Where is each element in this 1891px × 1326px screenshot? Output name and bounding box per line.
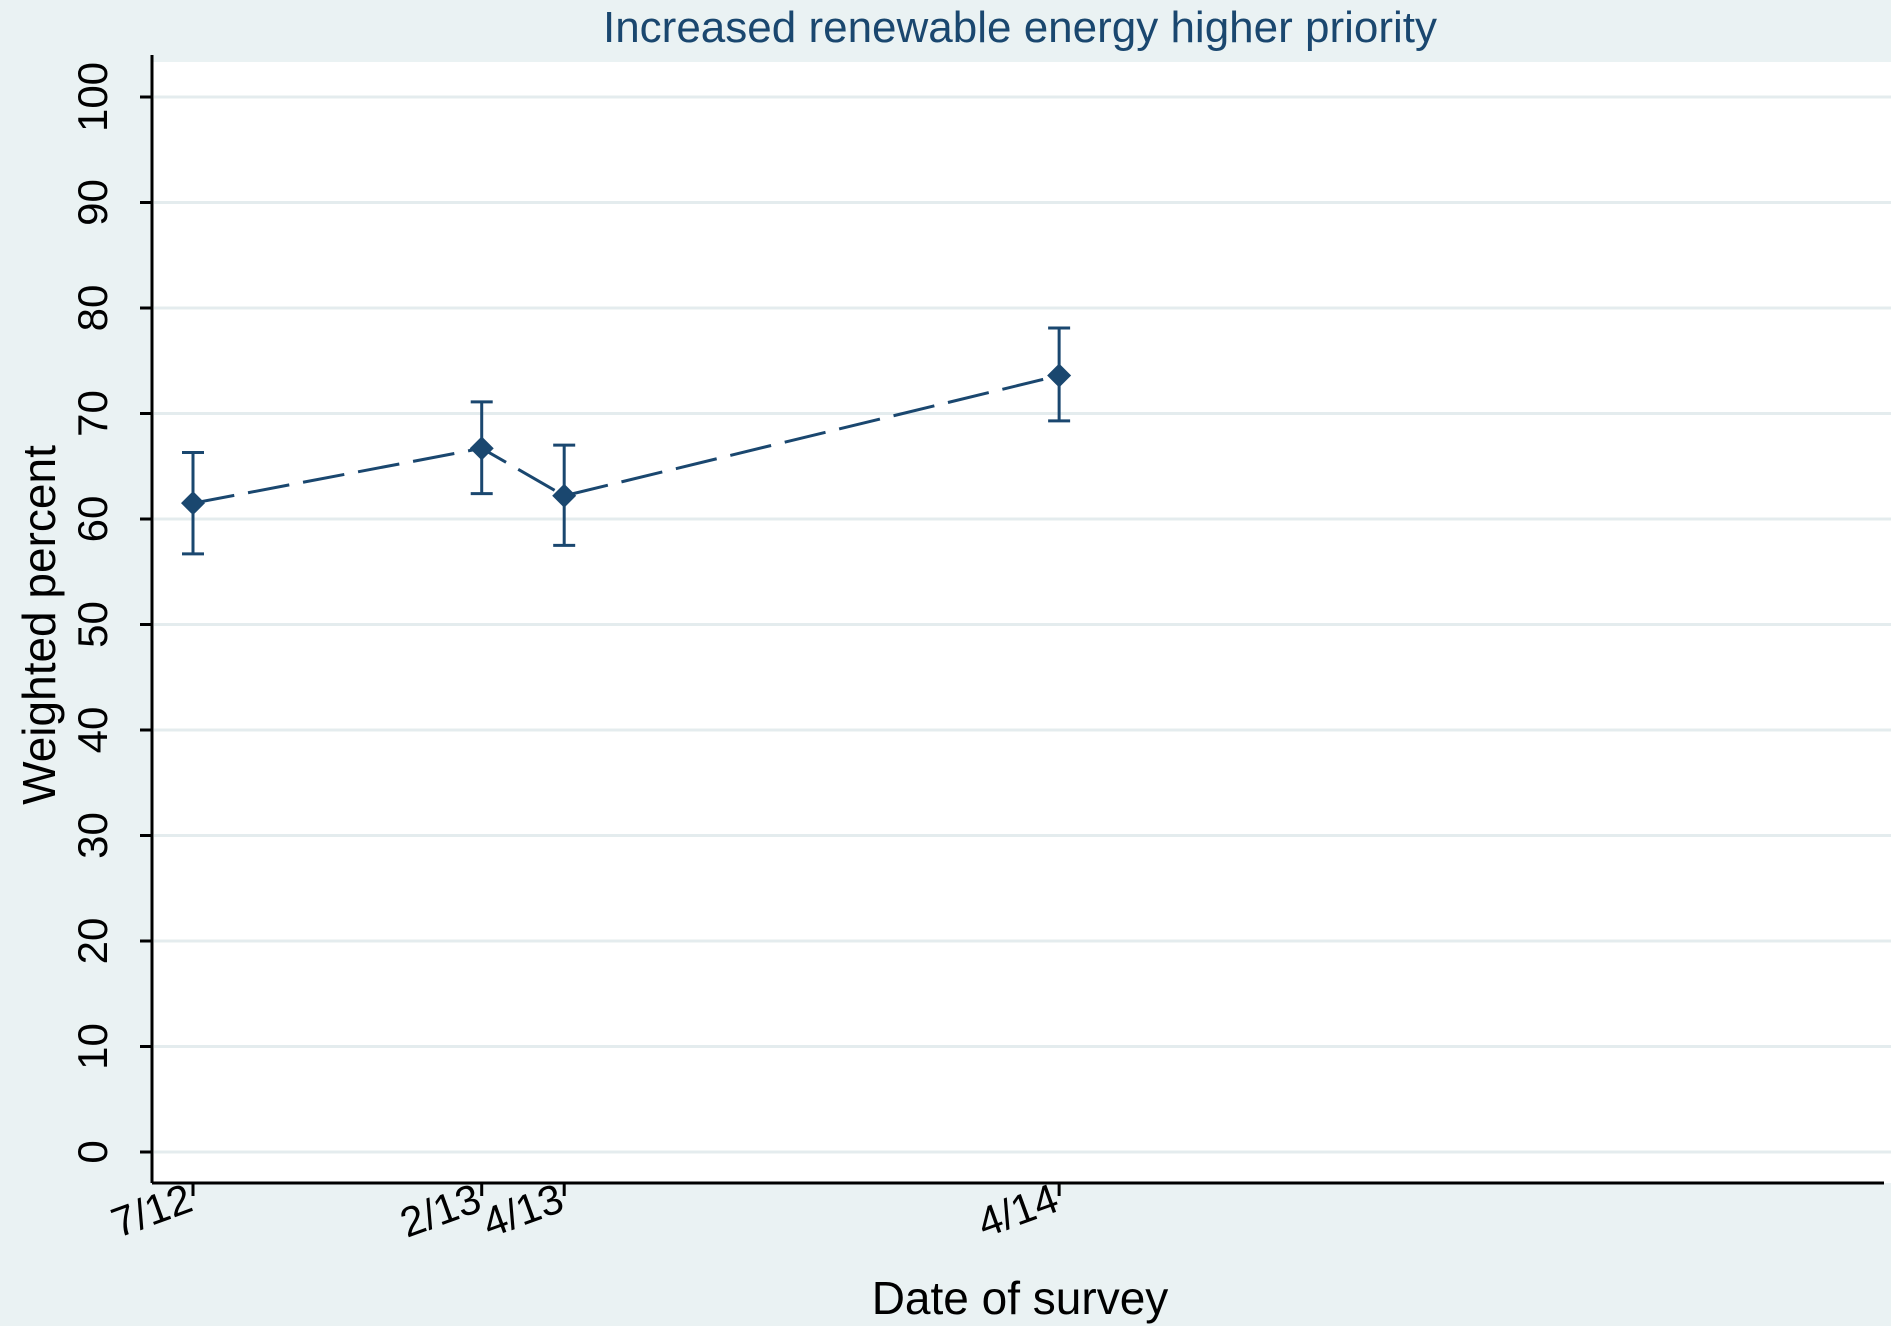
y-tick-label: 50 bbox=[69, 601, 116, 648]
data-point bbox=[469, 436, 494, 461]
y-axis-label: Weighted percent bbox=[13, 445, 65, 805]
y-tick-label: 30 bbox=[69, 812, 116, 859]
plot-area bbox=[152, 62, 1891, 1183]
data-point bbox=[181, 491, 205, 516]
series-layer bbox=[181, 326, 1072, 556]
y-tick-label: 20 bbox=[69, 918, 116, 965]
axes bbox=[150, 55, 1884, 1185]
y-tick-label: 10 bbox=[69, 1023, 116, 1070]
data-point bbox=[1047, 363, 1072, 388]
chart-title: Increased renewable energy higher priori… bbox=[603, 3, 1437, 52]
y-ticks: 0 10 20 30 40 50 60 70 80 90 100 bbox=[69, 62, 152, 1164]
series-line bbox=[192, 374, 1060, 505]
data-point bbox=[552, 483, 577, 508]
y-tick-label: 70 bbox=[69, 390, 116, 437]
y-tick-label: 0 bbox=[69, 1140, 116, 1163]
y-tick-label: 40 bbox=[69, 707, 116, 754]
y-tick-label: 100 bbox=[69, 62, 116, 132]
y-tick-label: 80 bbox=[69, 285, 116, 332]
x-axis-label: Date of survey bbox=[872, 1272, 1169, 1324]
gridlines bbox=[154, 95, 1891, 1154]
y-tick-label: 60 bbox=[69, 496, 116, 543]
y-tick-label: 90 bbox=[69, 179, 116, 226]
